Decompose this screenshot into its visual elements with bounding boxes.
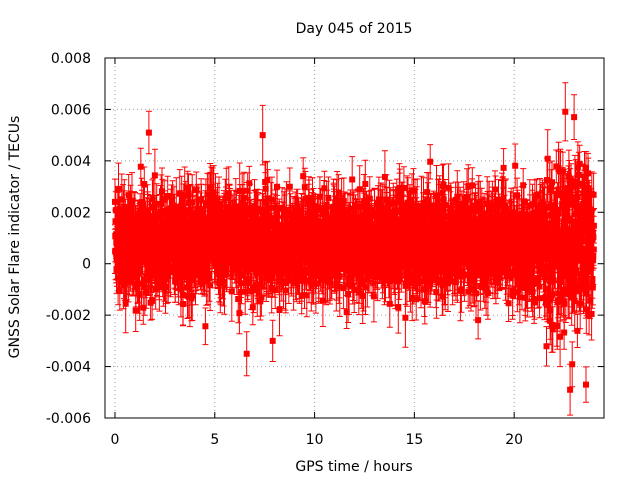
x-tick-label: 0 [111,432,120,448]
data-points [112,108,597,393]
x-axis-label: GPS time / hours [295,459,412,475]
y-axis-label: GNSS Solar Flare indicator / TECUs [7,116,23,359]
chart-title: Day 045 of 2015 [296,21,413,37]
y-tick-label: 0.008 [51,51,91,67]
y-tick-label: -0.002 [46,308,91,324]
y-tick-label: -0.006 [46,411,91,427]
ticks: 0 5 10 15 20 -0.006 -0.004 -0.002 0 0.002 0.004 0.0… [46,51,604,448]
y-tick-label: 0 [82,257,91,273]
y-tick-label: 0.002 [51,205,91,221]
plot-frame [104,57,605,419]
y-tick-label: -0.004 [46,360,91,376]
x-tick-label: 20 [505,432,523,448]
x-tick-label: 5 [210,432,219,448]
data-layer [112,82,597,416]
x-tick-label: 10 [306,432,324,448]
x-tick-label: 15 [405,432,423,448]
y-tick-label: 0.004 [51,154,91,170]
y-tick-label: 0.006 [51,102,91,118]
